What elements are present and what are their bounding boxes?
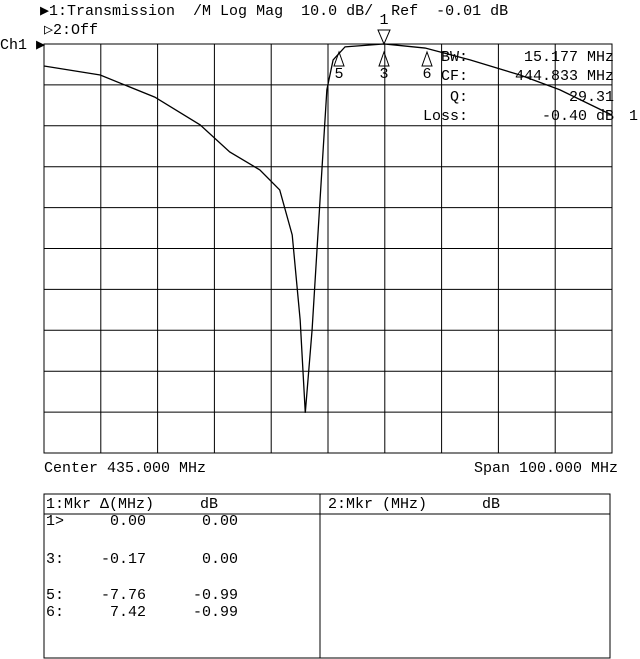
row-marker: 1>: [46, 513, 64, 530]
ref-marker: [377, 29, 391, 46]
marker-label: 6: [422, 66, 431, 83]
row-db: -0.99: [193, 587, 238, 604]
marker: [333, 50, 345, 67]
row-delta: -7.76: [101, 587, 146, 604]
row-db: -0.99: [193, 604, 238, 621]
stat-label: Q:: [450, 89, 468, 106]
stat-label: BW:: [441, 49, 468, 66]
row-marker: 6:: [46, 604, 64, 621]
row-delta: 0.00: [110, 513, 146, 530]
stat-value: 29.31: [569, 89, 614, 106]
ref-marker-label: 1: [379, 12, 388, 29]
channel-label: Ch1 ▶: [0, 37, 45, 54]
stat-value: -0.40 dB: [542, 108, 614, 125]
marker-label: 3: [379, 66, 388, 83]
trace-label: 1: [629, 108, 638, 125]
trace: [43, 43, 613, 413]
table-header: 2:Mkr (MHz): [328, 496, 427, 513]
marker: [378, 50, 390, 67]
row-delta: 7.42: [110, 604, 146, 621]
marker: [421, 50, 433, 67]
stat-label: Loss:: [423, 108, 468, 125]
row-marker: 5:: [46, 587, 64, 604]
header-line: ▷2:Off: [44, 22, 98, 39]
marker-label: 5: [334, 66, 343, 83]
row-db: 0.00: [202, 513, 238, 530]
table-header: 1:Mkr Δ(MHz): [46, 496, 154, 513]
stat-value: 15.177 MHz: [524, 49, 614, 66]
marker-table: [43, 493, 611, 659]
stat-value: 444.833 MHz: [515, 68, 614, 85]
header-line: ▶1:Transmission /M Log Mag 10.0 dB/ Ref …: [40, 3, 508, 20]
center-label: Center 435.000 MHz: [44, 460, 206, 477]
row-marker: 3:: [46, 551, 64, 568]
row-delta: -0.17: [101, 551, 146, 568]
table-header: dB: [200, 496, 218, 513]
row-db: 0.00: [202, 551, 238, 568]
span-label: Span 100.000 MHz: [474, 460, 618, 477]
table-header: dB: [482, 496, 500, 513]
stat-label: CF:: [441, 68, 468, 85]
